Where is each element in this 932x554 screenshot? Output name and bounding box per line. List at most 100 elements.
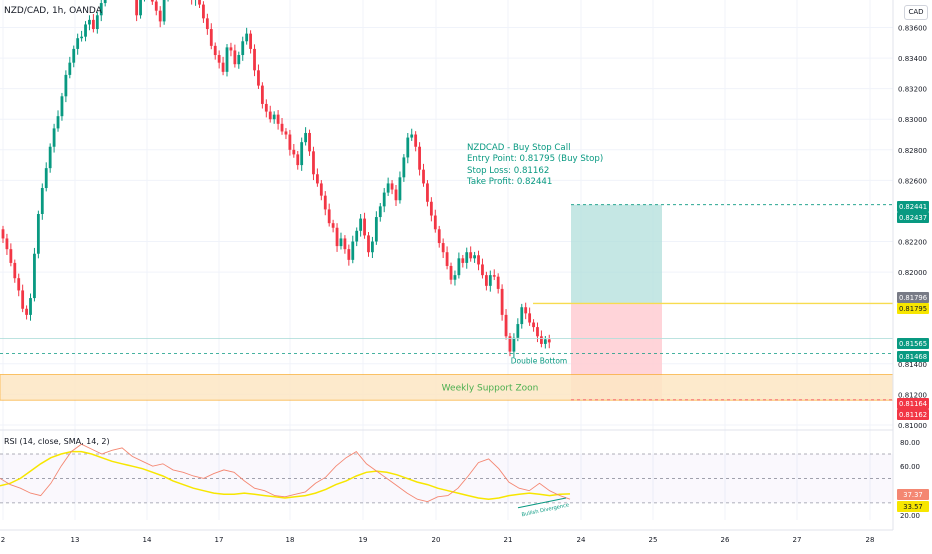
candle-body [524,307,528,314]
candle-body [406,137,410,158]
candle-body [60,96,64,117]
price-tag-bg [897,338,929,349]
price-tag-bg [897,212,929,223]
rsi-band [0,454,893,503]
candle-body [367,235,370,253]
candle-body [386,183,390,193]
candle-body [437,229,441,244]
candle-body [217,55,221,63]
candle-body [233,50,237,65]
candle-body [504,314,508,337]
price-tick-label: 0.81200 [898,391,927,399]
price-tag-last: 0.81565 [899,340,927,348]
trade-note-stop: Stop Loss: 0.81162 [467,165,550,176]
price-tick-label: 0.83000 [898,116,927,124]
time-tick-label: 21 [504,536,513,544]
candle-body [331,223,335,228]
candle-body [508,336,512,352]
currency-button[interactable]: CAD [904,5,928,20]
time-tick-label: 17 [215,536,224,544]
price-tag-current: 0.81796 [899,294,927,302]
rsi-panel: Bullish Divergence [0,443,893,518]
time-tick-label: 27 [793,536,802,544]
candle-body [292,149,296,155]
trade-note-title: NZDCAD - Buy Stop Call [467,143,571,153]
candle-body [284,131,288,135]
candle-body [221,62,225,72]
candle-body [327,209,331,224]
candle-body [453,275,457,280]
candle-body [17,278,21,291]
candle-body [532,322,535,328]
trade-note: NZDCAD - Buy Stop Call Entry Point: 0.81… [467,143,603,189]
rsi-tick-label: 80.00 [900,439,920,447]
candle-body [150,0,154,2]
price-tick-label: 0.83400 [898,55,927,63]
candle-body [80,36,83,39]
candle-body [300,142,304,166]
candle-body [257,70,260,86]
time-tick-label: 13 [71,536,80,544]
candle-body [319,183,323,196]
candle-body [308,132,311,152]
price-tag-bg [897,398,929,409]
price-tag-take_profit: 0.82441 [899,203,927,211]
candle-body [135,0,139,16]
time-tick-label: 26 [721,536,730,544]
rsi-indicator-label[interactable]: RSI (14, close, SMA, 14, 2) [4,437,110,446]
candle-body [88,19,91,25]
rsi-tag-bg [897,489,929,500]
candle-body [500,288,504,315]
candle-body [363,218,366,236]
candle-body [457,258,461,276]
candle-body [339,238,343,247]
price-tick-label: 0.82200 [898,239,927,247]
candle-body [253,48,256,71]
candle-body [528,313,532,323]
candle-body [198,0,201,5]
trade-zones: Weekly Support Zoon [0,204,894,401]
candle-body [347,249,351,260]
candle-body [288,134,292,150]
candle-body [9,249,13,263]
candle-body [343,238,347,250]
candle-body [21,290,25,309]
price-tick-label: 0.81400 [898,361,927,369]
candle-body [209,29,213,46]
candle-body [205,18,209,30]
price-tick-label: 0.82000 [898,269,927,277]
candle-body [64,74,68,97]
candle-body [492,275,496,277]
candle-body [520,307,524,325]
candle-body [477,255,480,265]
double-bottom-label: Double Bottom [511,356,567,365]
candle-body [496,276,500,289]
candle-body [5,238,9,250]
candle-body [139,0,142,16]
rsi-tick-label: 20.00 [900,512,920,520]
candle-body [323,195,327,210]
price-tag-bg [897,292,929,303]
candle-body [484,275,488,286]
time-tick-label: 25 [649,536,658,544]
rsi-sma-line [0,450,571,500]
candle-body [44,168,48,189]
price-tag-bg [897,303,929,314]
candle-body [202,4,205,19]
candle-body [426,183,429,202]
candle-body [52,128,56,147]
trade-note-entry: Entry Point: 0.81795 (Buy Stop) [467,154,604,165]
candle-body [449,265,453,280]
candle-body [469,252,473,259]
candle-body [245,33,249,42]
candle-body [13,262,17,279]
divergence-label: Bullish Divergence [521,502,570,518]
candle-body [48,146,52,169]
candle-body [99,3,103,16]
candle-body [276,114,280,124]
time-tick-label: 28 [866,536,875,544]
candle-body [414,134,418,147]
divergence-line [517,497,567,509]
